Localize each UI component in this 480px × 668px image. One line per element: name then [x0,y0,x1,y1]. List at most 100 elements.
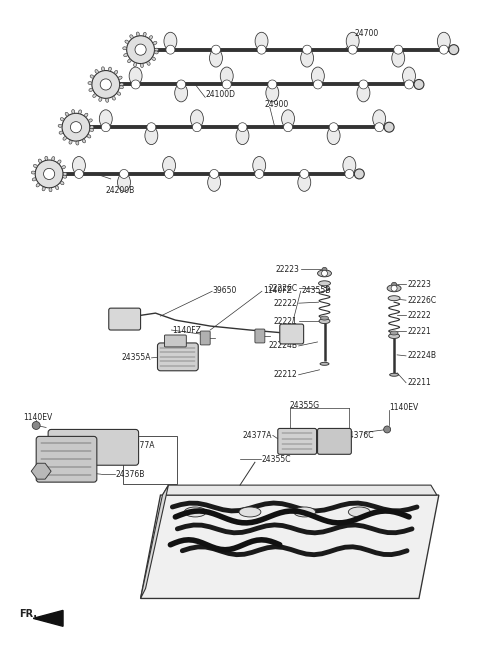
Circle shape [165,170,174,178]
Ellipse shape [89,88,93,92]
Text: 22223: 22223 [276,265,300,274]
Ellipse shape [125,40,129,43]
Ellipse shape [58,124,62,128]
Ellipse shape [114,70,118,74]
Text: 1140EV: 1140EV [23,413,52,422]
Circle shape [177,80,186,89]
Ellipse shape [266,84,279,102]
Ellipse shape [403,67,416,85]
Polygon shape [162,485,437,495]
Circle shape [131,80,140,89]
Ellipse shape [45,156,48,160]
Ellipse shape [392,49,405,67]
Ellipse shape [343,156,356,174]
Text: 24376B: 24376B [116,470,145,479]
Text: 22224B: 22224B [269,341,298,351]
Ellipse shape [143,32,146,36]
Text: 24377A: 24377A [242,431,272,440]
Circle shape [238,123,247,132]
Ellipse shape [93,94,96,98]
Ellipse shape [82,139,85,143]
Circle shape [100,79,111,90]
Ellipse shape [164,32,177,50]
Ellipse shape [282,110,295,128]
Circle shape [345,170,354,178]
Polygon shape [33,611,63,627]
FancyBboxPatch shape [278,428,316,454]
Text: 1140EV: 1140EV [389,403,419,412]
Text: 22226C: 22226C [268,284,298,293]
Text: 22221: 22221 [274,317,298,325]
Circle shape [32,422,40,430]
Circle shape [127,35,155,63]
Ellipse shape [388,296,400,301]
Circle shape [222,80,231,89]
Ellipse shape [390,373,398,376]
Ellipse shape [52,156,55,160]
Ellipse shape [318,270,332,277]
Ellipse shape [346,32,359,50]
Ellipse shape [322,267,327,271]
Circle shape [268,80,277,89]
Text: 22212: 22212 [274,370,298,379]
Ellipse shape [60,118,64,121]
Text: 24355B: 24355B [301,286,331,295]
Circle shape [300,170,309,178]
Ellipse shape [184,507,206,517]
Circle shape [257,45,266,54]
Ellipse shape [300,49,313,67]
Ellipse shape [88,119,92,122]
Ellipse shape [120,86,123,89]
Polygon shape [141,485,168,599]
Ellipse shape [95,69,98,73]
Circle shape [135,44,146,55]
Ellipse shape [63,137,66,140]
FancyBboxPatch shape [165,335,186,347]
Circle shape [391,285,397,291]
Ellipse shape [208,174,221,191]
Ellipse shape [154,51,158,54]
Circle shape [35,160,63,188]
Circle shape [120,170,129,178]
Ellipse shape [76,141,79,145]
Ellipse shape [191,110,204,128]
Ellipse shape [90,126,94,129]
Text: 22226C: 22226C [407,296,436,305]
Ellipse shape [63,172,67,176]
Text: FR.: FR. [19,609,37,619]
Ellipse shape [32,178,36,181]
Text: 22223: 22223 [407,280,431,289]
Circle shape [439,45,448,54]
Ellipse shape [123,47,127,49]
Ellipse shape [130,35,133,39]
Ellipse shape [65,112,69,116]
Ellipse shape [319,319,330,323]
Text: 22211: 22211 [407,378,431,387]
Circle shape [375,123,384,132]
Circle shape [147,123,156,132]
Polygon shape [31,463,51,479]
Circle shape [255,170,264,178]
Circle shape [302,45,312,54]
FancyBboxPatch shape [318,428,351,454]
Ellipse shape [239,507,261,517]
Ellipse shape [99,98,102,102]
Ellipse shape [69,140,72,144]
Ellipse shape [124,53,128,57]
Ellipse shape [321,316,328,320]
Ellipse shape [145,127,158,144]
Circle shape [192,123,202,132]
Ellipse shape [79,110,82,114]
Circle shape [71,122,82,133]
Text: 22221: 22221 [407,327,431,335]
Ellipse shape [84,113,88,117]
Ellipse shape [99,110,112,128]
Ellipse shape [392,283,396,287]
Ellipse shape [152,57,156,60]
Ellipse shape [357,84,370,102]
Ellipse shape [38,159,42,163]
Circle shape [212,45,220,54]
Circle shape [313,80,323,89]
Ellipse shape [108,67,111,71]
Text: 1140FZ: 1140FZ [263,286,292,295]
